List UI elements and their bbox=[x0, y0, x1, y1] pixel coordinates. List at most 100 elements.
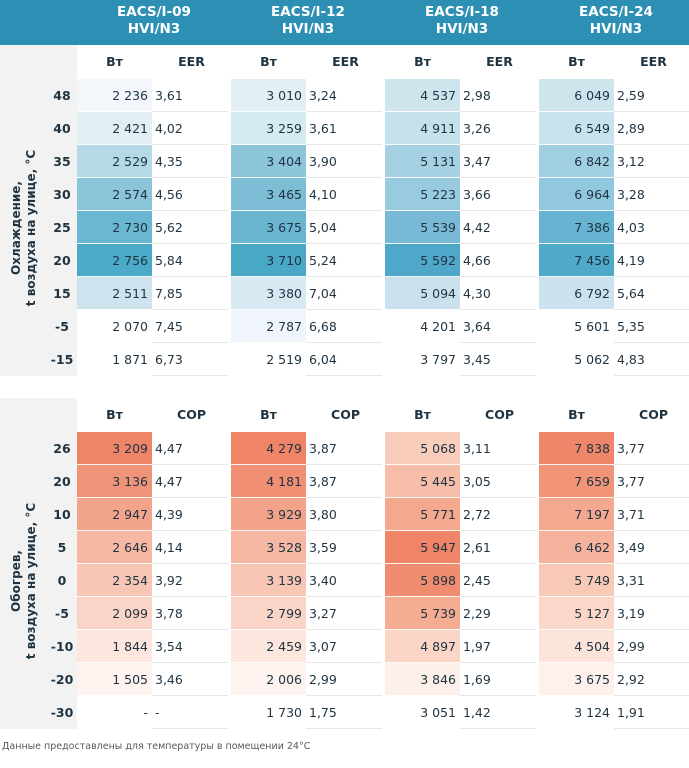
model-name-line1: EACS/I-18 bbox=[425, 4, 499, 20]
cooling-ratio-cell: 5,35 bbox=[614, 310, 689, 343]
heating-ratio-cell: 1,97 bbox=[460, 630, 536, 663]
heating-row-temperature: -20 bbox=[50, 672, 74, 687]
heating-power-cell: 3 675 bbox=[539, 663, 614, 696]
cooling-section: Охлаждение, t воздуха на улице, °C Вт EER Вт… bbox=[0, 45, 689, 380]
cooling-ratio-header: EER bbox=[178, 54, 205, 69]
model-name-line2: HVI/N3 bbox=[127, 21, 181, 37]
heating-power-cell: 3 136 bbox=[77, 465, 152, 498]
heating-power-cell: 1 844 bbox=[77, 630, 152, 663]
heating-power-cell: 7 197 bbox=[539, 498, 614, 531]
heating-power-header: Вт bbox=[106, 407, 123, 422]
heating-power-cell: 2 799 bbox=[231, 597, 306, 630]
heating-power-cell: 3 139 bbox=[231, 564, 306, 597]
heating-power-cell: 5 898 bbox=[385, 564, 460, 597]
heating-ratio-cell: 2,45 bbox=[460, 564, 536, 597]
heating-ratio-cell: 3,40 bbox=[306, 564, 382, 597]
cooling-ratio-cell: 5,84 bbox=[152, 244, 228, 277]
cooling-ratio-cell: 7,45 bbox=[152, 310, 228, 343]
heating-power-cell: 1 505 bbox=[77, 663, 152, 696]
cooling-ratio-header: EER bbox=[332, 54, 359, 69]
cooling-ratio-cell: 3,12 bbox=[614, 145, 689, 178]
cooling-power-cell: 4 537 bbox=[385, 79, 460, 112]
cooling-power-header: Вт bbox=[414, 54, 431, 69]
heating-ratio-cell: 3,27 bbox=[306, 597, 382, 630]
cooling-power-cell: 3 465 bbox=[231, 178, 306, 211]
heating-ratio-cell: 3,59 bbox=[306, 531, 382, 564]
heating-row-temperature: 26 bbox=[53, 441, 71, 456]
cooling-ratio-cell: 5,62 bbox=[152, 211, 228, 244]
cooling-ratio-cell: 2,98 bbox=[460, 79, 536, 112]
heating-power-cell: 1 730 bbox=[231, 696, 306, 729]
cooling-power-cell: 2 787 bbox=[231, 310, 306, 343]
heating-power-header: Вт bbox=[568, 407, 585, 422]
heating-row-temperature: 20 bbox=[53, 474, 71, 489]
cooling-ratio-cell: 5,24 bbox=[306, 244, 382, 277]
cooling-ratio-cell: 3,26 bbox=[460, 112, 536, 145]
heating-power-cell: 2 006 bbox=[231, 663, 306, 696]
heating-power-cell: 5 068 bbox=[385, 432, 460, 465]
cooling-ratio-cell: 4,66 bbox=[460, 244, 536, 277]
model-name-line1: EACS/I-09 bbox=[117, 4, 191, 20]
heating-power-cell: 2 459 bbox=[231, 630, 306, 663]
heating-ratio-cell: 1,42 bbox=[460, 696, 536, 729]
heating-power-cell: 4 897 bbox=[385, 630, 460, 663]
section-gap bbox=[0, 380, 689, 402]
cooling-ratio-cell: 5,64 bbox=[614, 277, 689, 310]
heating-power-cell: 5 127 bbox=[539, 597, 614, 630]
cooling-power-cell: 2 421 bbox=[77, 112, 152, 145]
heating-power-cell: 3 528 bbox=[231, 531, 306, 564]
heating-ratio-cell: 2,92 bbox=[614, 663, 689, 696]
heating-power-cell: 4 279 bbox=[231, 432, 306, 465]
model-name: EACS/I-09 HVI/N3 bbox=[77, 4, 231, 38]
heating-power-cell: 4 181 bbox=[231, 465, 306, 498]
model-header: EACS/I-09 HVI/N3 EACS/I-12 HVI/N3 EACS/I-18 H… bbox=[0, 0, 689, 45]
heating-ratio-cell: 3,11 bbox=[460, 432, 536, 465]
cooling-power-cell: 5 223 bbox=[385, 178, 460, 211]
heating-ratio-cell: - bbox=[152, 696, 228, 729]
heating-title-line2: t воздуха на улице, °C bbox=[24, 502, 38, 659]
heating-power-cell: 3 209 bbox=[77, 432, 152, 465]
heating-ratio-cell: 3,05 bbox=[460, 465, 536, 498]
cooling-row-temperature: 35 bbox=[53, 154, 71, 169]
cooling-power-cell: 5 539 bbox=[385, 211, 460, 244]
model-name-line2: HVI/N3 bbox=[589, 21, 643, 37]
heating-ratio-cell: 2,99 bbox=[306, 663, 382, 696]
heating-ratio-cell: 3,78 bbox=[152, 597, 228, 630]
heating-power-cell: 3 124 bbox=[539, 696, 614, 729]
heating-ratio-cell: 4,47 bbox=[152, 432, 228, 465]
cooling-power-cell: 5 062 bbox=[539, 343, 614, 376]
heating-power-cell: 5 445 bbox=[385, 465, 460, 498]
heating-ratio-cell: 3,80 bbox=[306, 498, 382, 531]
heating-row-temperature: 5 bbox=[57, 540, 67, 555]
cooling-power-cell: 2 511 bbox=[77, 277, 152, 310]
cooling-ratio-header: EER bbox=[640, 54, 667, 69]
cooling-power-cell: 2 236 bbox=[77, 79, 152, 112]
cooling-row-temperature: -5 bbox=[55, 319, 69, 334]
heating-ratio-cell: 3,87 bbox=[306, 465, 382, 498]
model-name-line1: EACS/I-12 bbox=[271, 4, 345, 20]
heating-ratio-header: COP bbox=[639, 407, 668, 422]
cooling-ratio-cell: 4,03 bbox=[614, 211, 689, 244]
heating-row-temperature: -5 bbox=[55, 606, 69, 621]
cooling-power-cell: 3 010 bbox=[231, 79, 306, 112]
cooling-power-cell: 2 574 bbox=[77, 178, 152, 211]
cooling-power-cell: 6 792 bbox=[539, 277, 614, 310]
heating-ratio-header: COP bbox=[331, 407, 360, 422]
cooling-ratio-cell: 4,02 bbox=[152, 112, 228, 145]
cooling-row-temperature: 48 bbox=[53, 88, 71, 103]
cooling-ratio-cell: 7,04 bbox=[306, 277, 382, 310]
heating-power-cell: 5 771 bbox=[385, 498, 460, 531]
cooling-row-temperature: -15 bbox=[50, 352, 74, 367]
heating-section: Обогрев, t воздуха на улице, °C Вт COP Вт COP… bbox=[0, 398, 689, 735]
cooling-ratio-cell: 3,64 bbox=[460, 310, 536, 343]
cooling-ratio-cell: 4,10 bbox=[306, 178, 382, 211]
heating-power-cell: 2 646 bbox=[77, 531, 152, 564]
heating-power-cell: 2 947 bbox=[77, 498, 152, 531]
cooling-title-line2: t воздуха на улице, °C bbox=[24, 149, 38, 306]
model-name-line1: EACS/I-24 bbox=[579, 4, 653, 20]
cooling-power-cell: 7 456 bbox=[539, 244, 614, 277]
heating-ratio-cell: 4,14 bbox=[152, 531, 228, 564]
cooling-ratio-cell: 3,66 bbox=[460, 178, 536, 211]
cooling-power-header: Вт bbox=[106, 54, 123, 69]
